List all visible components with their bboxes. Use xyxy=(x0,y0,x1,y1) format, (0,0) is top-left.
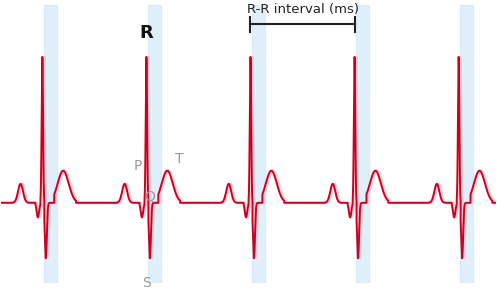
Text: S: S xyxy=(142,276,151,290)
Text: P: P xyxy=(134,159,142,173)
Bar xyxy=(460,6,473,283)
Bar xyxy=(44,6,57,283)
Bar xyxy=(148,6,161,283)
Bar xyxy=(252,6,265,283)
Text: T: T xyxy=(175,152,184,166)
Text: R-R interval (ms): R-R interval (ms) xyxy=(247,3,358,16)
Text: R: R xyxy=(140,24,153,42)
Text: Q: Q xyxy=(145,190,155,204)
Bar xyxy=(356,6,369,283)
